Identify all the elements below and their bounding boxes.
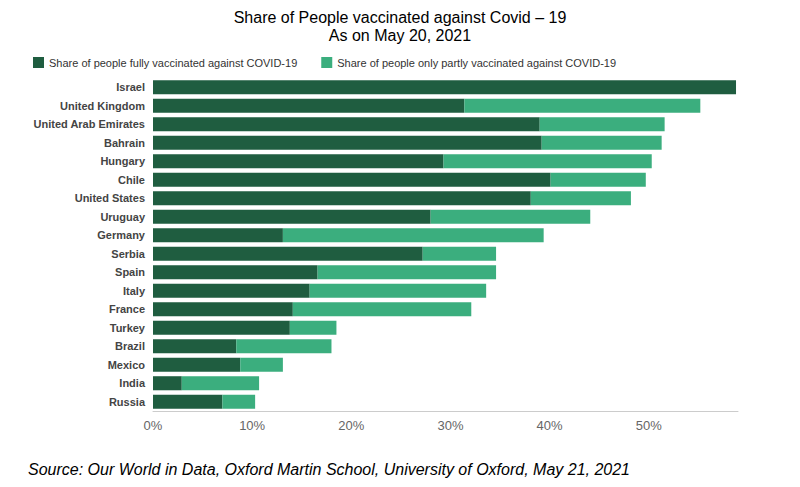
svg-text:0%: 0% [144,418,163,433]
svg-text:Share of People vaccinated aga: Share of People vaccinated against Covid… [234,9,567,26]
svg-text:Serbia: Serbia [111,248,146,260]
svg-text:Share of people only partly va: Share of people only partly vaccinated a… [337,57,616,69]
svg-text:Source: Our World in Data, Oxf: Source: Our World in Data, Oxford Martin… [28,461,630,478]
svg-text:United States: United States [75,192,145,204]
svg-text:40%: 40% [537,418,563,433]
svg-text:Share of people fully vaccinat: Share of people fully vaccinated against… [49,57,297,69]
svg-text:As on May 20, 2021: As on May 20, 2021 [329,27,471,44]
svg-text:20%: 20% [338,418,364,433]
svg-text:Brazil: Brazil [115,340,145,352]
svg-text:Italy: Italy [123,285,146,297]
svg-text:Turkey: Turkey [110,322,146,334]
svg-text:Mexico: Mexico [108,359,146,371]
svg-text:30%: 30% [437,418,463,433]
svg-text:Hungary: Hungary [100,155,146,167]
svg-text:United Kingdom: United Kingdom [60,100,145,112]
svg-text:United Arab Emirates: United Arab Emirates [34,118,145,130]
svg-text:Chile: Chile [118,174,145,186]
svg-text:Uruguay: Uruguay [100,211,146,223]
svg-text:France: France [109,303,145,315]
svg-text:10%: 10% [239,418,265,433]
svg-text:Russia: Russia [109,396,146,408]
svg-text:50%: 50% [636,418,662,433]
svg-text:Spain: Spain [115,266,145,278]
svg-text:India: India [119,377,146,389]
svg-text:Bahrain: Bahrain [104,137,145,149]
svg-text:Israel: Israel [116,81,145,93]
svg-text:Germany: Germany [97,229,146,241]
